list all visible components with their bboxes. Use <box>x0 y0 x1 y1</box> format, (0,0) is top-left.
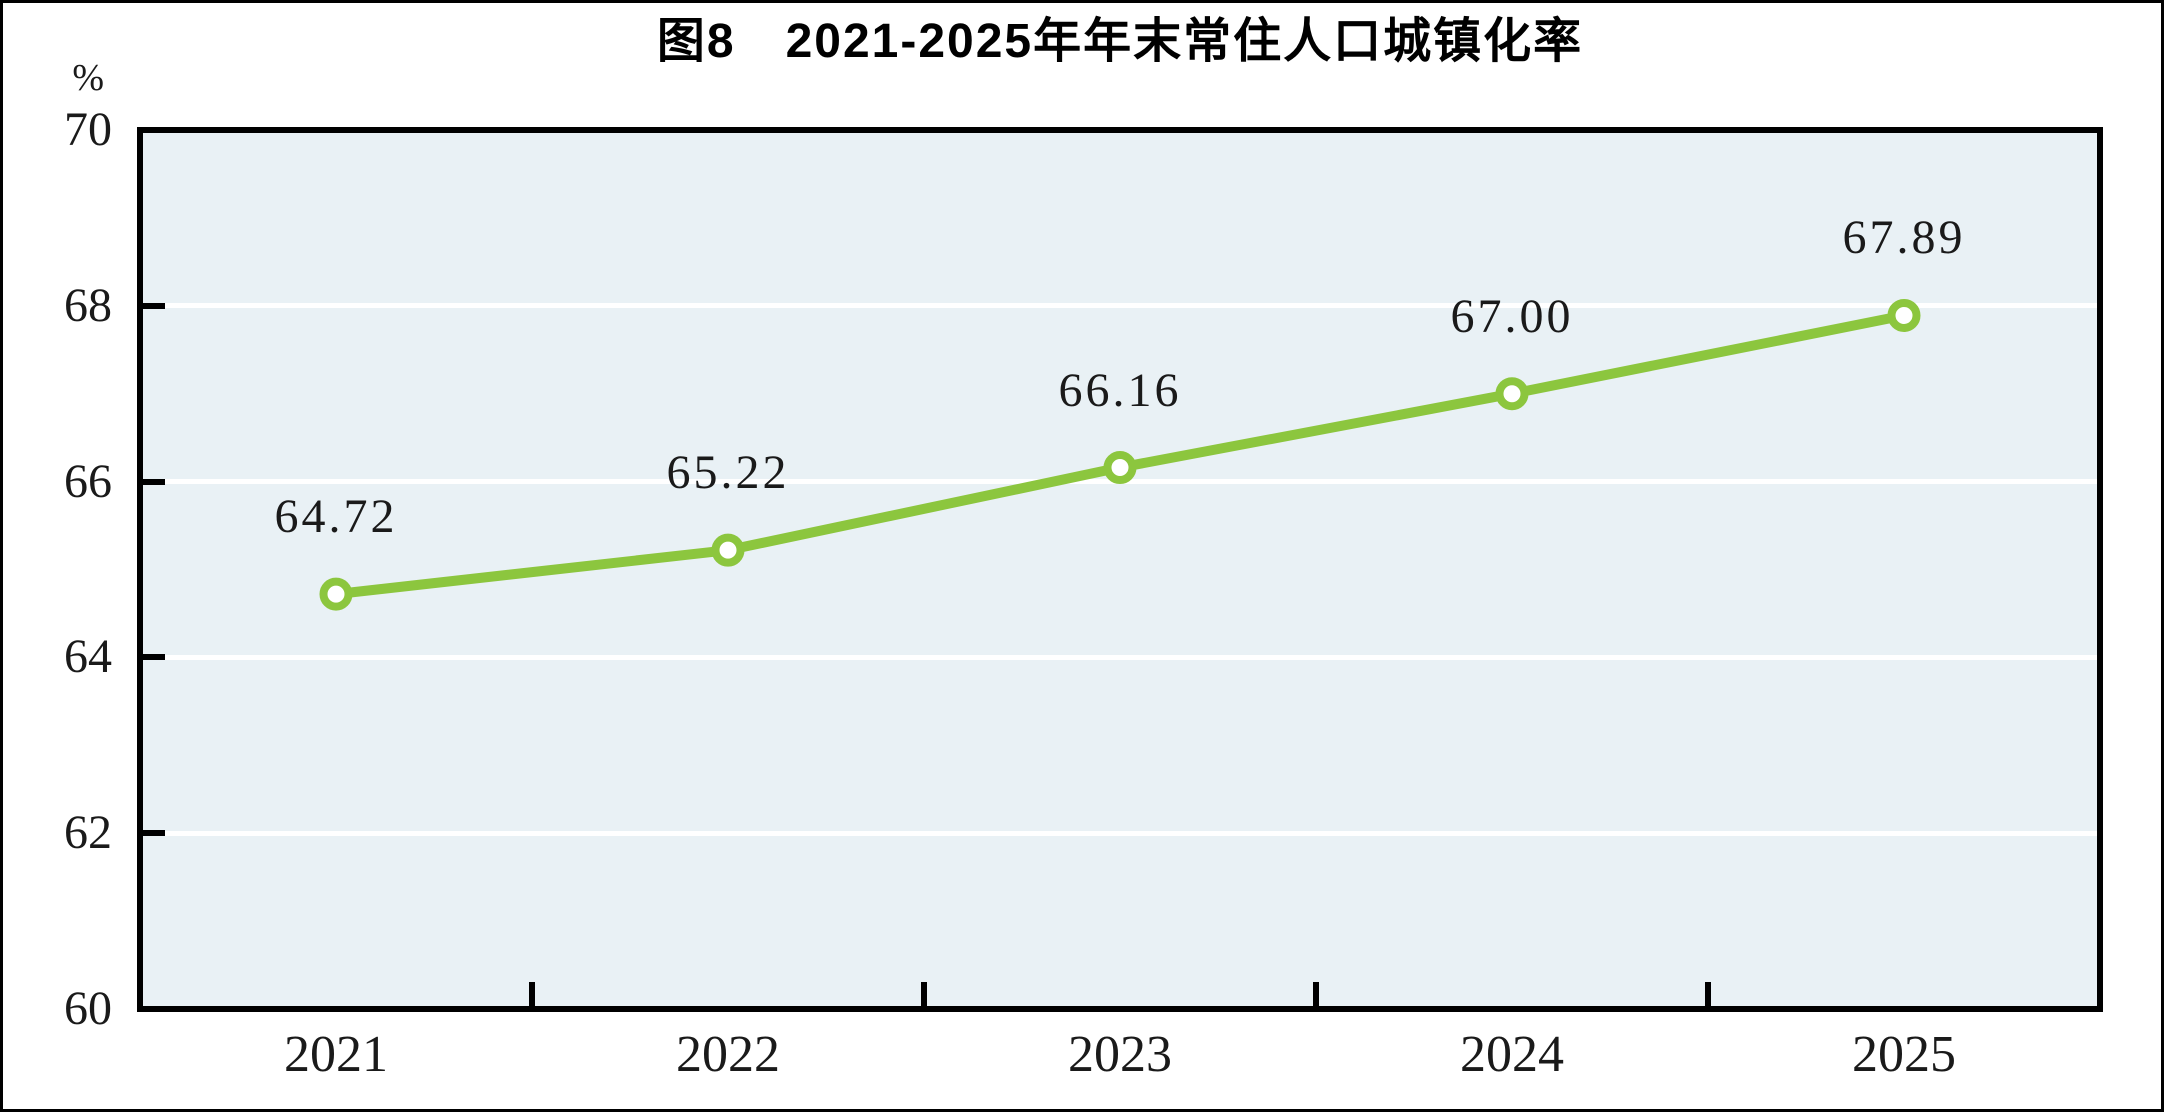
x-axis-tick-label: 2024 <box>1460 1026 1564 1083</box>
data-point-marker <box>319 577 353 611</box>
x-axis-tick <box>1705 982 1711 1006</box>
y-axis-tick <box>143 654 165 661</box>
data-point-label: 67.00 <box>1450 289 1574 343</box>
x-axis-tick-label: 2022 <box>676 1026 780 1083</box>
gridline <box>143 830 2097 836</box>
data-point-marker <box>711 533 745 567</box>
plot-area <box>137 127 2103 1012</box>
y-axis-unit-label: % <box>72 57 104 99</box>
x-axis-tick-label: 2021 <box>284 1026 388 1083</box>
data-point-label: 67.89 <box>1842 211 1966 265</box>
x-axis-tick <box>529 982 535 1006</box>
y-axis-tick <box>143 302 165 309</box>
data-point-label: 66.16 <box>1058 363 1182 417</box>
y-axis-tick-label: 68 <box>64 278 112 332</box>
data-point-label: 65.22 <box>666 446 790 500</box>
x-axis-tick-label: 2023 <box>1068 1026 1172 1083</box>
y-axis-tick-label: 60 <box>64 982 112 1035</box>
y-axis-tick <box>143 478 165 485</box>
gridline <box>143 654 2097 660</box>
y-axis-tick <box>143 830 165 837</box>
gridline <box>143 303 2097 309</box>
data-point-marker <box>1103 451 1137 485</box>
data-point-label: 64.72 <box>274 490 398 544</box>
y-axis-tick-label: 62 <box>64 806 112 860</box>
x-axis-tick <box>921 982 927 1006</box>
data-point-marker <box>1887 298 1921 332</box>
x-axis-tick-label: 2025 <box>1852 1026 1956 1083</box>
chart-title: 图8 2021-2025年年末常住人口城镇化率 <box>656 15 1584 68</box>
y-axis-tick-label: 70 <box>64 103 112 156</box>
x-axis-tick <box>1313 982 1319 1006</box>
y-axis-tick-label: 66 <box>64 454 112 508</box>
data-point-marker <box>1495 377 1529 411</box>
y-axis-tick-label: 64 <box>64 630 112 684</box>
